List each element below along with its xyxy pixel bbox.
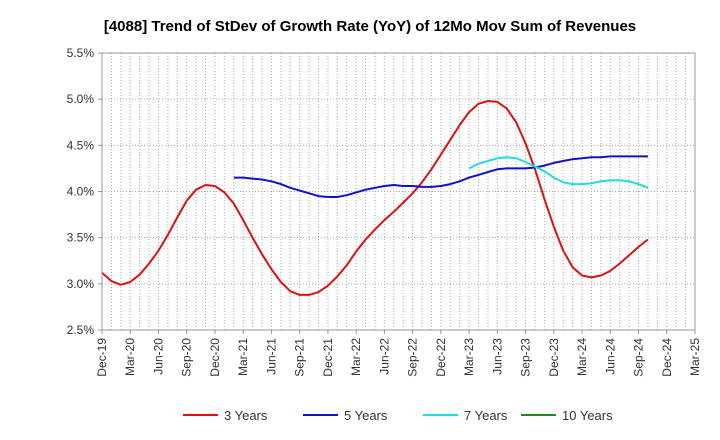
x-tick-label: Jun-20 — [151, 338, 165, 375]
plot-frame — [101, 52, 696, 331]
legend-label: 3 Years — [224, 408, 268, 423]
chart-title: [4088] Trend of StDev of Growth Rate (Yo… — [104, 18, 636, 35]
x-tick-label: Jun-24 — [603, 338, 617, 375]
x-tick-label: Dec-21 — [321, 338, 335, 377]
y-tick-label: 4.5% — [67, 138, 95, 152]
x-tick-label: Jun-23 — [490, 338, 504, 375]
legend-label: 10 Years — [562, 408, 613, 423]
y-tick-label: 2.5% — [67, 323, 95, 337]
series-line-3-years — [101, 100, 649, 296]
x-tick-label: Jun-21 — [264, 338, 278, 375]
x-tick-label: Sep-21 — [293, 338, 307, 377]
y-tick-label: 4.0% — [67, 185, 95, 199]
series-line-5-years — [233, 155, 648, 198]
x-tick-label: Dec-23 — [547, 338, 561, 377]
x-axis-ticks: Dec-19 Mar-20 Jun-20 Sep-20 Dec-20 Mar-21 Jun-… — [95, 330, 702, 377]
x-tick-label: Sep-20 — [180, 338, 194, 377]
x-tick-label: Mar-22 — [349, 338, 363, 376]
x-tick-label: Dec-22 — [434, 338, 448, 377]
x-tick-label: Sep-23 — [519, 338, 533, 377]
x-tick-label: Jun-22 — [377, 338, 391, 375]
x-tick-label: Mar-24 — [575, 338, 589, 376]
x-tick-label: Mar-25 — [688, 338, 702, 376]
x-tick-label: Mar-23 — [462, 338, 476, 376]
y-tick-label: 3.5% — [67, 231, 95, 245]
chart-grid — [102, 53, 695, 330]
y-axis-ticks: 2.5% 3.0% 3.5% 4.0% 4.5% 5.0% 5.5% — [67, 46, 102, 337]
legend-label: 7 Years — [464, 408, 508, 423]
x-tick-label: Dec-24 — [660, 338, 674, 377]
x-tick-label: Dec-19 — [95, 338, 109, 377]
legend: 3 Years 5 Years 7 Years 10 Years — [183, 408, 613, 423]
y-tick-label: 5.5% — [67, 46, 95, 60]
legend-label: 5 Years — [344, 408, 388, 423]
x-tick-label: Sep-24 — [632, 338, 646, 377]
y-tick-label: 5.0% — [67, 92, 95, 106]
x-tick-label: Mar-20 — [123, 338, 137, 376]
x-tick-label: Dec-20 — [208, 338, 222, 377]
y-tick-label: 3.0% — [67, 277, 95, 291]
plot-lines — [101, 100, 649, 296]
x-tick-label: Mar-21 — [236, 338, 250, 376]
series-line-7-years — [468, 156, 649, 189]
x-tick-label: Sep-22 — [406, 338, 420, 377]
